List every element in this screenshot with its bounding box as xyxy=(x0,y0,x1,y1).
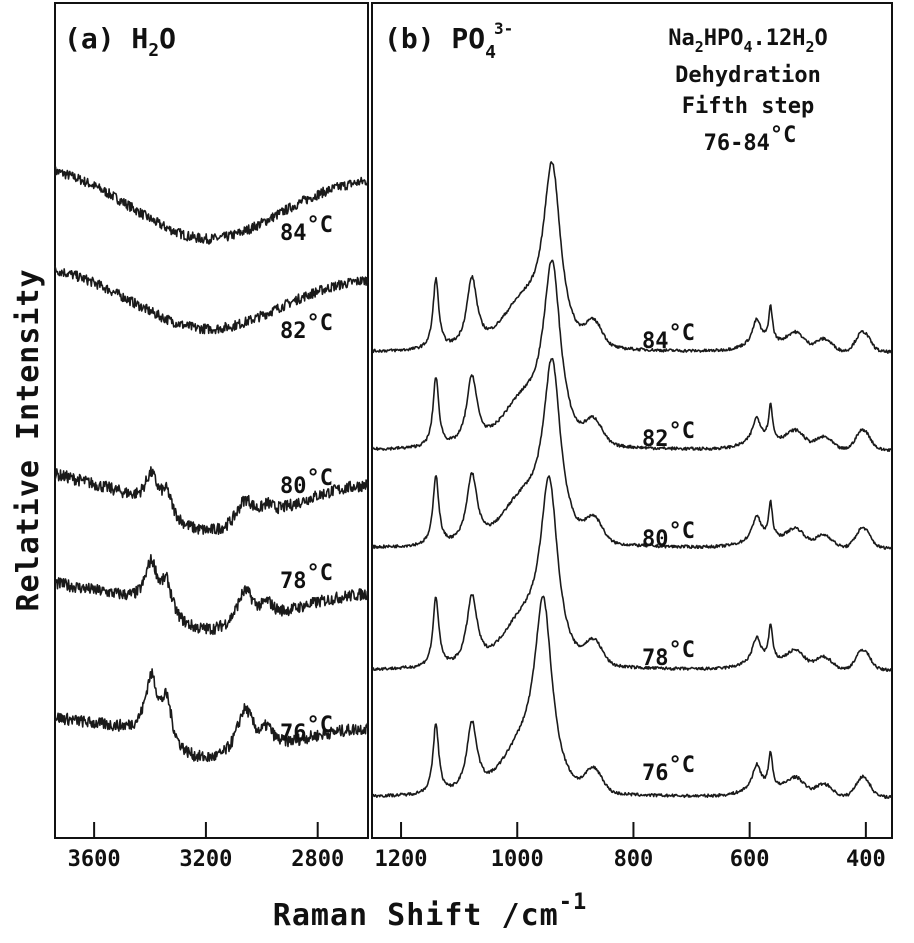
panel-b-temp-label: 76°C xyxy=(642,753,695,786)
panel-a-temp-label: 78°C xyxy=(280,561,333,594)
panel-a-label-text: (a) H xyxy=(64,22,148,55)
panel-b-trace xyxy=(371,259,892,452)
panel-a-trace xyxy=(54,554,369,636)
formula-sub-h: 2 xyxy=(806,38,815,56)
annotation-range: 76-84°C xyxy=(704,123,797,156)
panel-a-traces xyxy=(54,166,369,763)
temp-unit: °C xyxy=(307,213,334,238)
annotation-formula: Na2HPO4.12H2O xyxy=(668,26,828,56)
panel-a-water: (a) H2O 3600 3200 2800 84°C82°C80°C78°C76°… xyxy=(54,2,369,872)
panel-b-trace xyxy=(371,595,893,799)
temp-unit: °C xyxy=(669,753,696,778)
temp-value: 76 xyxy=(280,721,307,746)
panel-a-temp-label: 80°C xyxy=(280,466,333,499)
temp-unit: °C xyxy=(669,419,696,444)
formula-sub-na: 2 xyxy=(695,38,704,56)
panel-b-label: (b) PO4 3- xyxy=(384,19,513,63)
panel-a-trace xyxy=(54,266,369,335)
x-tick-label: 2800 xyxy=(291,847,344,872)
x-tick-label: 800 xyxy=(614,847,654,872)
annotation-dehydration: Dehydration xyxy=(675,63,821,88)
temp-value: 78 xyxy=(642,646,669,671)
temp-value: 82 xyxy=(280,319,307,344)
temp-value: 84 xyxy=(280,221,307,246)
x-axis-title-superscript: -1 xyxy=(559,890,588,915)
temp-unit: °C xyxy=(307,561,334,586)
temp-value: 84 xyxy=(642,329,669,354)
x-axis-title-text: Raman Shift /cm xyxy=(273,898,559,933)
panel-a-temp-label: 82°C xyxy=(280,311,333,344)
panel-a-temp-label: 84°C xyxy=(280,213,333,246)
annotation-step: Fifth step xyxy=(682,94,814,119)
panel-b-label-text: (b) PO xyxy=(384,22,485,55)
temp-unit: °C xyxy=(307,311,334,336)
temp-unit: °C xyxy=(307,713,334,738)
formula-o: O xyxy=(815,26,828,51)
panel-a-trace xyxy=(54,166,369,245)
temp-value: 78 xyxy=(280,569,307,594)
temp-value: 82 xyxy=(642,427,669,452)
panel-b-trace xyxy=(371,475,893,672)
panel-a-temp-label: 76°C xyxy=(280,713,333,746)
x-tick-label: 1200 xyxy=(375,847,428,872)
temp-unit: °C xyxy=(669,638,696,663)
panel-b-traces xyxy=(371,161,893,799)
panel-b-trace xyxy=(371,357,892,550)
temp-unit: °C xyxy=(669,519,696,544)
formula-hpo: HPO xyxy=(704,26,744,51)
panel-b-temp-label: 82°C xyxy=(642,419,695,452)
formula-na: Na xyxy=(668,26,695,51)
panel-a-label-tail: O xyxy=(159,22,176,55)
panel-a-label-subscript: 2 xyxy=(148,40,159,61)
annotation-range-value: 76-84 xyxy=(704,131,770,156)
panel-b-label-superscript: 3- xyxy=(494,19,513,38)
x-tick-label: 400 xyxy=(846,847,886,872)
panel-b-trace xyxy=(371,161,892,354)
panel-b-temp-label: 84°C xyxy=(642,321,695,354)
x-tick-label: 1000 xyxy=(491,847,544,872)
temp-value: 80 xyxy=(642,527,669,552)
x-axis-title: Raman Shift /cm-1 xyxy=(273,890,587,933)
sample-annotation: Na2HPO4.12H2O Dehydration Fifth step 76-… xyxy=(668,26,828,156)
panel-b-phosphate: (b) PO43- Na2HPO4.12H2O Dehydration Fift… xyxy=(371,2,893,872)
panel-b-temp-label: 80°C xyxy=(642,519,695,552)
annotation-range-unit: °C xyxy=(770,123,797,148)
panel-a-trace xyxy=(54,466,369,535)
panel-b-temp-label: 78°C xyxy=(642,638,695,671)
x-tick-label: 3600 xyxy=(68,847,121,872)
temp-value: 80 xyxy=(280,474,307,499)
formula-sub-po: 4 xyxy=(743,38,752,56)
x-tick-label: 600 xyxy=(730,847,770,872)
temp-value: 76 xyxy=(642,761,669,786)
panel-a-temp-labels: 84°C82°C80°C78°C76°C xyxy=(280,213,333,746)
panel-a-frame xyxy=(54,2,369,839)
temp-unit: °C xyxy=(669,321,696,346)
panel-b-ticks: 1200 1000 800 600 400 xyxy=(375,822,886,872)
panel-b-frame xyxy=(371,2,893,839)
panel-a-trace xyxy=(54,668,369,763)
panel-a-ticks: 3600 3200 2800 xyxy=(68,822,344,872)
panel-b-label-subscript: 4 xyxy=(485,42,496,63)
panel-a-label: (a) H2O xyxy=(64,22,176,61)
x-tick-label: 3200 xyxy=(179,847,232,872)
temp-unit: °C xyxy=(307,466,334,491)
y-axis-title: Relative Intensity xyxy=(11,268,46,611)
formula-hydrate: .12H xyxy=(753,26,806,51)
panel-b-temp-labels: 84°C82°C80°C78°C76°C xyxy=(642,321,695,786)
